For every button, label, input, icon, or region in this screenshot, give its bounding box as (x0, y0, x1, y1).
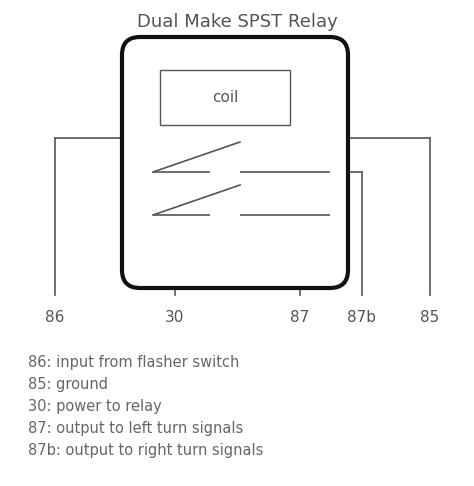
Text: 30: 30 (165, 310, 185, 325)
Text: coil: coil (212, 90, 238, 105)
Text: 30: power to relay: 30: power to relay (28, 399, 162, 414)
Text: 87b: output to right turn signals: 87b: output to right turn signals (28, 443, 264, 458)
Text: 85: 85 (420, 310, 439, 325)
Text: 86: input from flasher switch: 86: input from flasher switch (28, 355, 239, 370)
Text: 85: ground: 85: ground (28, 377, 108, 392)
Text: 86: 86 (46, 310, 64, 325)
Text: Dual Make SPST Relay: Dual Make SPST Relay (137, 13, 337, 31)
Text: 87b: 87b (347, 310, 376, 325)
Text: 87: output to left turn signals: 87: output to left turn signals (28, 421, 243, 436)
FancyBboxPatch shape (122, 37, 348, 288)
Bar (160, 70, 290, 125)
Text: 87: 87 (291, 310, 310, 325)
